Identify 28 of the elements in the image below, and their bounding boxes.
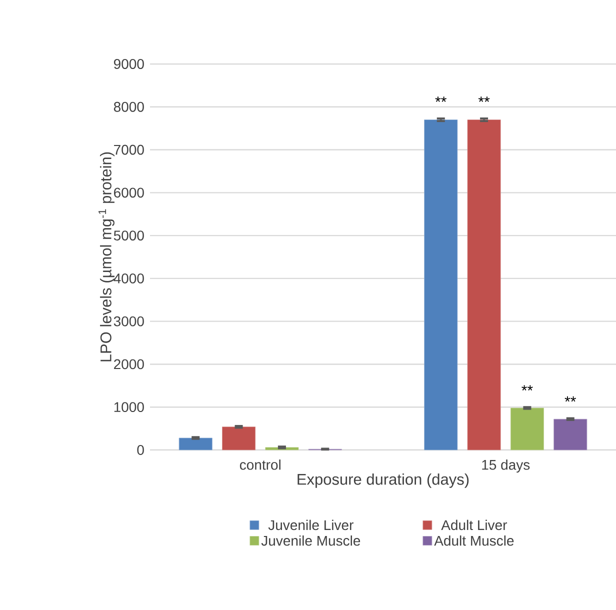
y-tick-label: 5000 [114, 230, 144, 241]
bar [554, 418, 588, 450]
y-tick-label: 2000 [114, 359, 144, 370]
y-tick-label: 1000 [114, 402, 144, 412]
bar [510, 408, 544, 450]
legend-label: Juvenile Muscle [261, 535, 360, 546]
bar [467, 120, 501, 450]
legend-label: Adult Liver [441, 520, 508, 530]
legend-label: Adult Muscle [434, 535, 514, 546]
y-tick-label: 7000 [114, 144, 144, 155]
y-tick-label: 6000 [114, 188, 144, 198]
y-tick-label: 3000 [114, 316, 144, 326]
annotation: ** [522, 385, 533, 391]
y-tick-label: 8000 [114, 102, 144, 112]
legend-label: Juvenile Liver [268, 520, 354, 530]
x-axis-title: Exposure duration (days) [298, 473, 469, 488]
y-tick-label: 4000 [114, 273, 144, 284]
x-tick-label: 15 days [482, 460, 530, 473]
y-tick-label: 9000 [114, 59, 144, 69]
bar [424, 120, 458, 450]
x-tick-label: control [240, 460, 280, 470]
y-axis-title: LPO levels (µmol mg$^{-1}$ protein) [98, 152, 114, 362]
y-tick-label: 0 [137, 445, 144, 455]
bar [178, 438, 212, 450]
annotation: ** [564, 396, 576, 402]
annotation: ** [435, 96, 446, 102]
annotation: ** [478, 96, 490, 102]
bar [222, 426, 256, 450]
